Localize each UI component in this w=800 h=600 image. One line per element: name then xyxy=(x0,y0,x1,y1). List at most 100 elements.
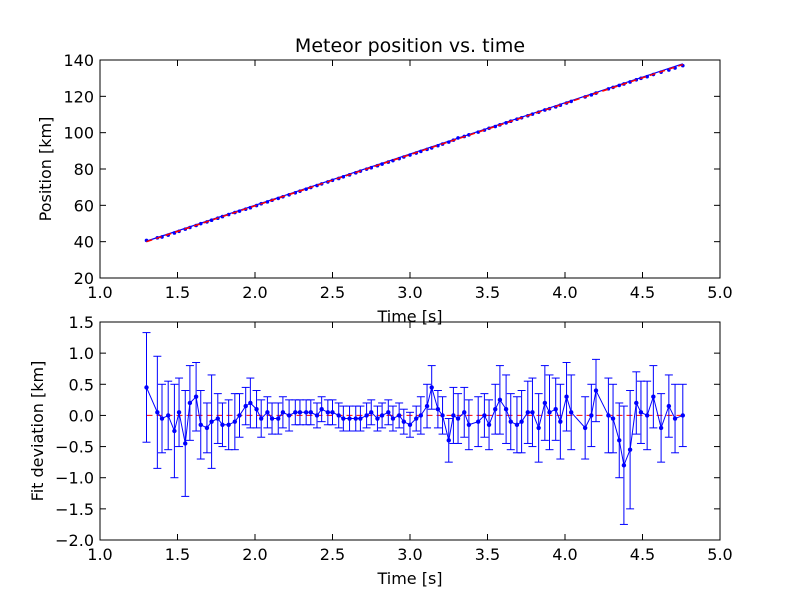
deviation-plot-data-point xyxy=(451,413,456,418)
deviation-plot-data-point xyxy=(390,416,396,421)
deviation-plot-data-point xyxy=(303,410,309,415)
position-plot-xtick-label: 2.0 xyxy=(242,283,267,302)
deviation-plot-data-point xyxy=(564,394,569,399)
deviation-plot-xtick-label: 1.0 xyxy=(87,545,112,564)
position-plot-ytick-label: 20 xyxy=(74,269,94,288)
position-plot-ytick-label: 140 xyxy=(63,51,94,70)
deviation-plot-xtick-label: 1.5 xyxy=(165,545,190,564)
deviation-plot-data-point xyxy=(638,410,644,415)
deviation-plot-xtick-label: 5.0 xyxy=(707,545,732,564)
deviation-plot-xtick-label: 4.0 xyxy=(552,545,577,564)
deviation-plot-data-point xyxy=(187,400,193,406)
deviation-plot-data-point xyxy=(293,410,298,415)
deviation-plot-ytick-label: −1.5 xyxy=(55,500,94,519)
deviation-plot-data-point xyxy=(232,419,238,424)
deviation-plot-data-point xyxy=(658,425,664,431)
deviation-plot-data-point xyxy=(589,413,594,418)
deviation-plot-data-point xyxy=(243,403,248,409)
position-plot-reference-line xyxy=(146,63,684,243)
position-plot-ytick-label: 120 xyxy=(63,87,94,106)
deviation-plot-data-point xyxy=(379,413,385,418)
deviation-plot-data-point xyxy=(617,438,622,443)
deviation-plot-data-point xyxy=(330,410,335,415)
deviation-plot-ytick-label: −0.5 xyxy=(55,438,94,457)
position-plot-xtick-label: 3.5 xyxy=(475,283,500,302)
deviation-plot-data-point xyxy=(353,416,358,421)
position-plot-title: Meteor position vs. time xyxy=(295,35,525,57)
deviation-plot-ytick-label: −1.0 xyxy=(55,469,94,488)
position-plot-ylabel: Position [km] xyxy=(36,117,55,222)
deviation-plot-data-point xyxy=(553,407,558,412)
deviation-plot-xtick-label: 3.5 xyxy=(475,545,500,564)
deviation-plot-ticks: 1.0 1.5 2.0 2.5 3.0 3.5 4.0 4.5 5.0 −2.0 −1.5 −1.0 −… xyxy=(55,313,733,564)
deviation-plot-data-point xyxy=(209,419,214,424)
deviation-plot-data-point xyxy=(606,413,611,418)
deviation-plot-data-point xyxy=(569,410,574,415)
deviation-plot-data-point xyxy=(369,410,374,415)
deviation-plot-series xyxy=(142,332,687,525)
deviation-plot-ytick-label: 1.5 xyxy=(69,313,94,332)
position-plot-xtick-label: 5.0 xyxy=(707,283,732,302)
deviation-plot-data-point xyxy=(530,410,535,415)
deviation-plot-data-point xyxy=(347,416,352,421)
deviation-plot-data-point xyxy=(582,425,588,431)
deviation-plot-data-point xyxy=(407,422,413,427)
deviation-plot-ytick-label: 0.5 xyxy=(69,375,94,394)
deviation-plot-data-point xyxy=(226,422,231,427)
deviation-plot-data-point xyxy=(176,410,182,415)
deviation-plot-data-point xyxy=(297,410,303,415)
deviation-plot-data-point xyxy=(155,410,160,415)
deviation-plot-data-point xyxy=(259,416,264,421)
deviation-plot-data-point xyxy=(558,419,563,424)
deviation-plot-data-point xyxy=(325,410,331,415)
deviation-plot-data-point xyxy=(269,416,275,421)
deviation-plot-data-point xyxy=(364,413,369,418)
deviation-plot-data-point xyxy=(542,400,548,406)
position-plot-xtick-label: 1.0 xyxy=(87,283,112,302)
position-plot: Meteor position vs. time Time [s] Positi… xyxy=(36,35,733,326)
deviation-plot-data-point xyxy=(308,410,313,415)
deviation-plot-data-point xyxy=(440,413,445,418)
position-plot-xlabel: Time [s] xyxy=(376,307,442,326)
deviation-plot-data-point xyxy=(424,403,430,409)
deviation-plot-data-point xyxy=(193,394,199,399)
position-plot-series xyxy=(144,63,685,243)
deviation-plot-data-point xyxy=(341,416,346,421)
deviation-plot-data-point xyxy=(144,385,149,390)
deviation-plot-data-point xyxy=(166,413,171,418)
deviation-plot-xtick-label: 2.0 xyxy=(242,545,267,564)
deviation-plot-data-point xyxy=(525,410,530,415)
deviation-plot-data-point xyxy=(319,407,324,412)
deviation-plot-data-point xyxy=(418,413,424,418)
position-plot-ytick-label: 60 xyxy=(74,196,94,215)
deviation-plot-data-point xyxy=(401,419,406,424)
deviation-plot-data-point xyxy=(476,419,481,424)
deviation-plot-data-point xyxy=(248,400,253,406)
deviation-plot-data-point xyxy=(672,416,678,421)
deviation-plot-data-point xyxy=(666,403,672,409)
deviation-plot-data-point xyxy=(644,413,650,418)
deviation-plot-data-point xyxy=(536,425,541,431)
position-plot-xtick-label: 3.0 xyxy=(397,283,422,302)
deviation-plot-data-point xyxy=(455,416,461,421)
position-plot-xtick-label: 4.0 xyxy=(552,283,577,302)
deviation-plot-data-point xyxy=(265,410,270,415)
deviation-plot-data-point xyxy=(286,413,292,418)
deviation-plot-ytick-label: 1.0 xyxy=(69,344,94,363)
deviation-plot-data-point xyxy=(486,422,492,427)
deviation-plot-data-point xyxy=(183,441,188,446)
deviation-plot-data-point xyxy=(514,422,520,427)
deviation-plot-data-point xyxy=(482,413,487,418)
position-plot-xtick-label: 2.5 xyxy=(320,283,345,302)
deviation-plot-data-point xyxy=(314,413,320,418)
deviation-plot-data-point xyxy=(610,416,616,421)
deviation-plot-xtick-label: 2.5 xyxy=(320,545,345,564)
deviation-plot-data-point xyxy=(446,438,451,443)
deviation-plot-data-point xyxy=(172,428,177,434)
deviation-plot-data-point xyxy=(508,419,513,424)
deviation-plot-data-point xyxy=(280,410,286,415)
position-plot-ytick-label: 100 xyxy=(63,124,94,143)
deviation-plot-data-point xyxy=(621,463,627,468)
